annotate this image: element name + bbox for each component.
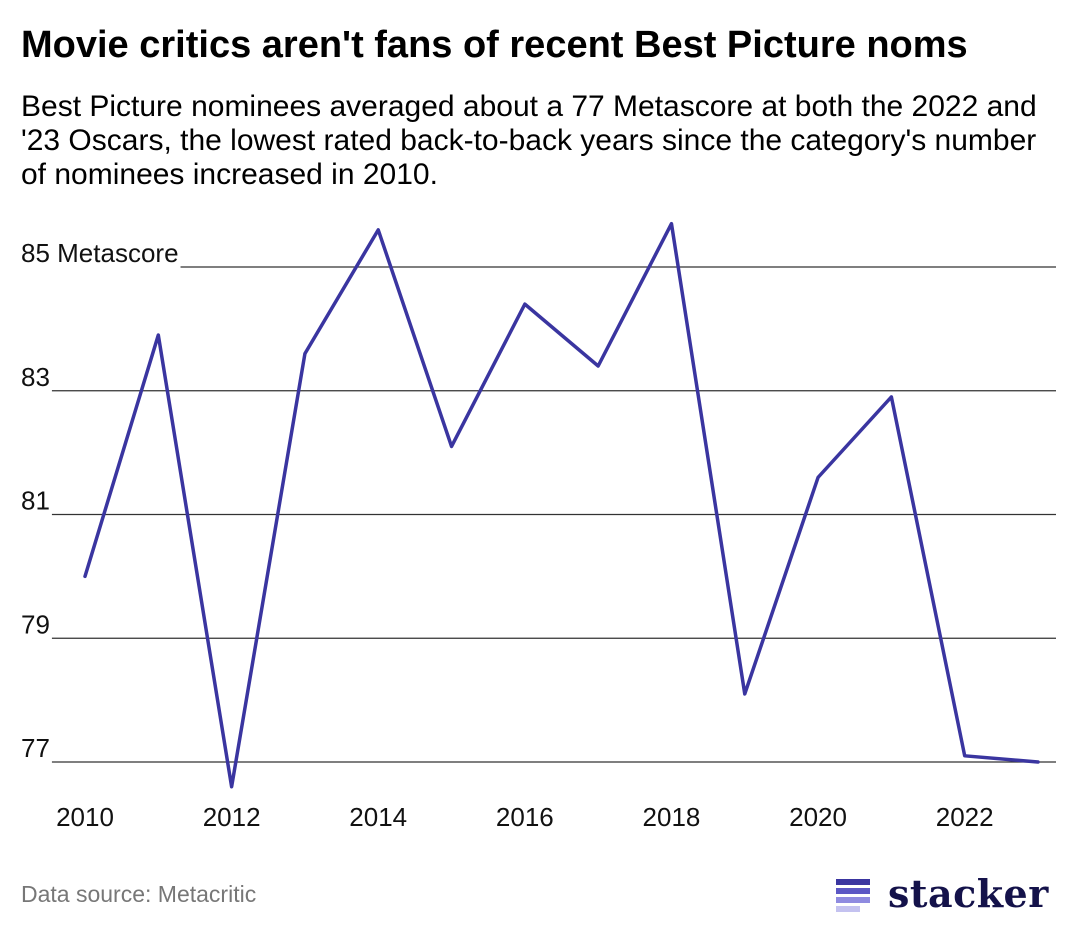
stacker-logo: stacker — [836, 868, 1049, 918]
x-tick-label: 2022 — [936, 802, 994, 832]
y-tick-label-bg — [19, 361, 52, 392]
stacker-logo-icon — [836, 873, 876, 913]
y-tick-label-bg — [19, 733, 52, 763]
x-axis: 2010 2012 2014 2016 2018 2020 2022 — [56, 802, 994, 832]
y-tick-label-bg — [19, 485, 52, 516]
x-tick-label: 2014 — [349, 802, 407, 832]
x-tick-label: 2012 — [203, 802, 261, 832]
x-tick-label: 2016 — [496, 802, 554, 832]
y-tick-label-bg — [19, 609, 52, 640]
y-tick-label: 83 — [21, 362, 50, 392]
y-tick-label: 79 — [21, 609, 50, 639]
y-tick-label: 85 Metascore — [21, 238, 179, 268]
series-group — [83, 221, 1040, 789]
y-tick-label: 77 — [21, 733, 50, 763]
x-tick-label: 2018 — [643, 802, 701, 832]
stacker-logo-text: stacker — [888, 870, 1049, 916]
series-line — [83, 221, 1040, 789]
chart-title: Movie critics aren't fans of recent Best… — [21, 24, 968, 66]
y-axis: 77 79 81 83 85 Metascore — [19, 238, 181, 763]
data-source: Data source: Metacritic — [21, 881, 257, 907]
y-tick-label: 81 — [21, 486, 50, 516]
y-tick-label-bg — [19, 238, 181, 268]
x-tick-label: 2020 — [789, 802, 847, 832]
x-tick-label: 2010 — [56, 802, 114, 832]
chart-subtitle: Best Picture nominees averaged about a 7… — [21, 90, 1037, 191]
grid-lines — [21, 266, 1056, 763]
